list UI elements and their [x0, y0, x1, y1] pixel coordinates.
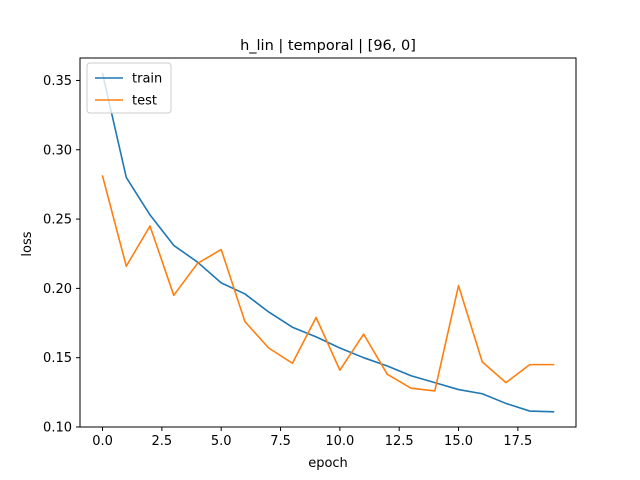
x-axis: 0.0 2.5 5.0 7.5 10.0 12.5 15.0 17.5	[92, 427, 532, 449]
y-tick-label: 0.25	[43, 213, 72, 228]
plot-frame	[79, 57, 577, 428]
x-tick-label: 15.0	[444, 434, 473, 449]
x-tick-label: 7.5	[270, 434, 291, 449]
x-tick-label: 2.5	[152, 434, 173, 449]
y-tick-label: 0.30	[43, 143, 72, 158]
legend-box	[86, 62, 172, 114]
x-tick-label: 5.0	[211, 434, 232, 449]
y-tick-label: 0.35	[43, 74, 72, 89]
y-tick-label: 0.10	[43, 421, 72, 436]
series-line-test	[101, 175, 555, 392]
x-tick-label: 12.5	[385, 434, 414, 449]
y-tick-label: 0.15	[43, 351, 72, 366]
x-tick-label: 0.0	[92, 434, 113, 449]
series-line-train	[101, 72, 555, 413]
x-tick-label: 10.0	[325, 434, 354, 449]
x-tick-label: 17.5	[503, 434, 532, 449]
y-tick-label: 0.20	[43, 282, 72, 297]
chart-title: h_lin | temporal | [96, 0]	[240, 38, 416, 54]
legend: train test	[86, 62, 172, 114]
y-axis-label: loss	[20, 231, 35, 256]
legend-label-train: train	[132, 72, 162, 87]
legend-label-test: test	[132, 94, 157, 109]
x-axis-label: epoch	[308, 456, 348, 471]
y-axis: 0.10 0.15 0.20 0.25 0.30 0.35	[43, 74, 80, 436]
